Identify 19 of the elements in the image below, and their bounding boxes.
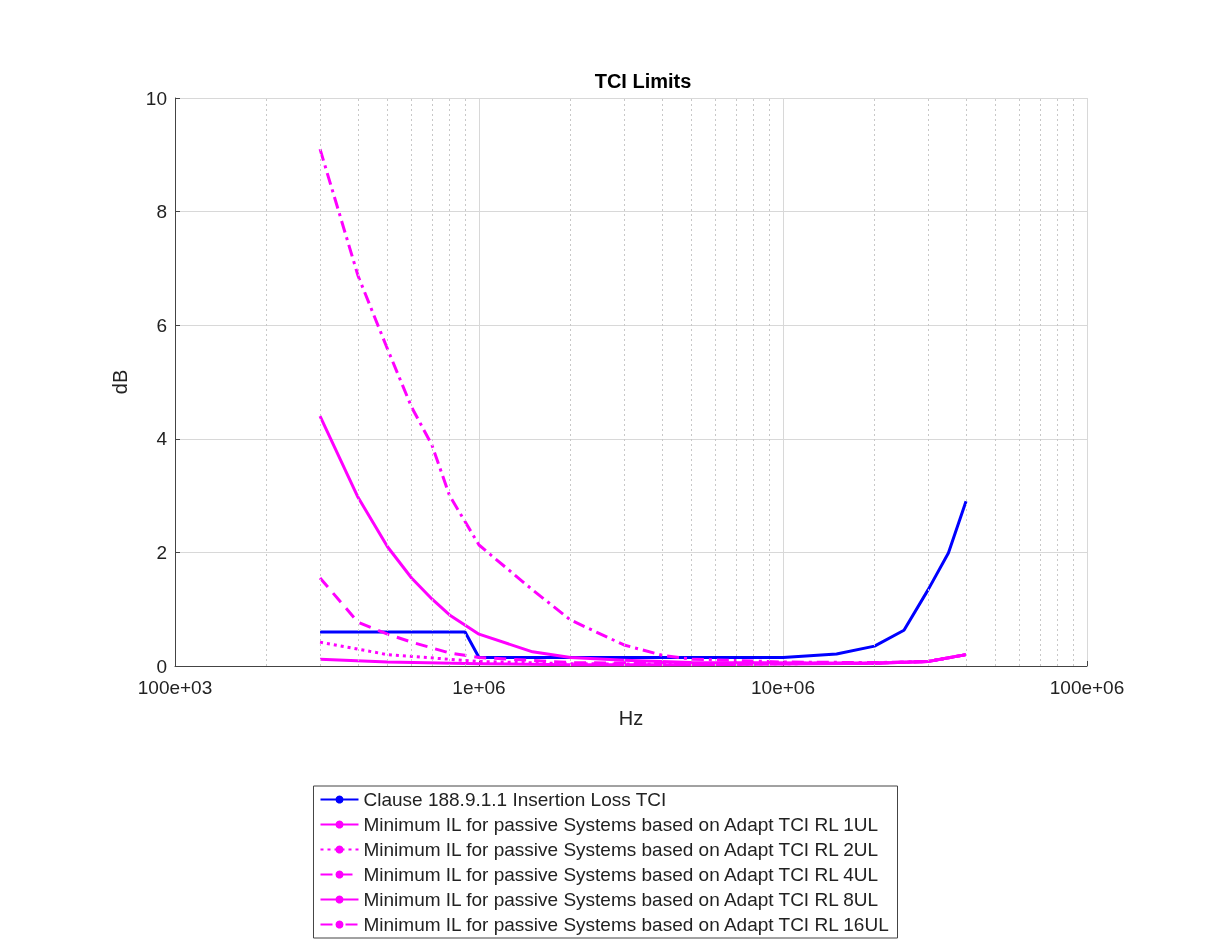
chart-title: TCI Limits (594, 70, 692, 92)
y-axis-title: dB (109, 369, 131, 395)
x-tick-label: 10e+06 (751, 677, 815, 698)
legend-label: Minimum IL for passive Systems based on Adapt TCI RL 16UL (363, 914, 889, 935)
legend-label: Minimum IL for passive Systems based on Adapt TCI RL 4UL (363, 864, 879, 885)
y-tick-label: 10 (145, 87, 167, 109)
legend-label: Minimum IL for passive Systems based on Adapt TCI RL 8UL (363, 889, 879, 910)
y-tick-label: 0 (156, 655, 167, 677)
y-tick-label: 8 (156, 201, 167, 223)
y-tick-label: 2 (156, 541, 167, 563)
legend-label: Minimum IL for passive Systems based on Adapt TCI RL 1UL (363, 814, 879, 835)
x-axis-title: Hz (618, 707, 644, 729)
y-tick-label: 6 (156, 314, 167, 336)
legend-label: Clause 188.9.1.1 Insertion Loss TCI (363, 789, 667, 810)
x-tick-label: 100e+03 (137, 677, 213, 698)
x-tick-label: 1e+06 (452, 677, 506, 698)
x-tick-label: 100e+06 (1049, 677, 1125, 698)
y-tick-label: 4 (156, 428, 168, 450)
legend-label: Minimum IL for passive Systems based on Adapt TCI RL 2UL (363, 839, 879, 860)
